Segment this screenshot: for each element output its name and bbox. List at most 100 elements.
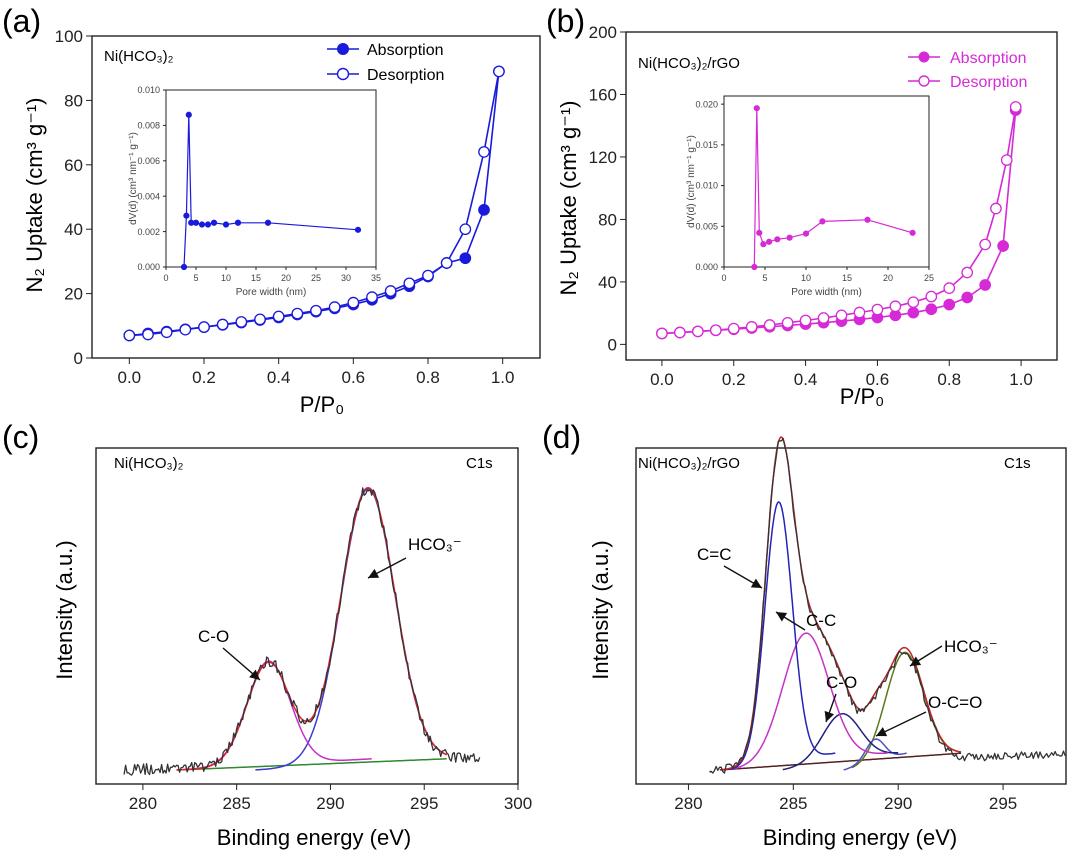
panel-b-absorption-point xyxy=(907,306,920,319)
panel-c-label: (c) xyxy=(2,419,39,455)
panel-a-inset-ytick-label: 0.006 xyxy=(137,156,160,166)
panel-b-inset-xtick-label: 20 xyxy=(883,273,893,283)
panel-b-legend: Absorption Desorption xyxy=(908,50,1027,91)
panel-a-desorption-point xyxy=(272,310,285,323)
panel-a-desorption-point xyxy=(198,321,210,333)
panel-d-annotation-c-c-double: C=C xyxy=(697,545,731,564)
panel-b-inset-xtick-label: 15 xyxy=(842,273,852,283)
panel-b-inset-point xyxy=(760,241,767,248)
panel-b-desorption-point xyxy=(691,325,704,338)
panel-d-annotation-c-c-double-arrow-head xyxy=(750,578,762,588)
panel-a-desorption-point xyxy=(328,301,341,313)
panel-d-label: (d) xyxy=(542,419,581,455)
panel-b-absorption-point xyxy=(925,303,938,316)
panel-b-desorption-point xyxy=(1009,101,1022,113)
panel-b-xtick-label: 0.0 xyxy=(650,370,674,389)
panel-a-label: (a) xyxy=(2,3,41,39)
panel-d-xtick-label: 285 xyxy=(779,794,807,813)
panel-a-desorption-point xyxy=(160,326,173,339)
panel-c-xlabel: Binding energy (eV) xyxy=(217,825,411,850)
panel-d-annotation-c-c: C-C xyxy=(806,611,836,630)
panel-d-annotation-c-c-arrow-head xyxy=(776,612,788,622)
panel-b-xtick-label: 0.8 xyxy=(937,370,961,389)
panel-a-inset-xtick-label: 0 xyxy=(163,273,168,283)
panel-a-inset: 0 5 10 15 20 25 30 35 0.000 0.002 0.004 0.006 0.008 0… xyxy=(128,85,381,298)
panel-b-inset-ytick-label: 0.000 xyxy=(695,262,718,272)
panel-a-inset-xtick-label: 35 xyxy=(371,273,381,283)
panel-c-curve-hco- xyxy=(255,488,448,771)
panel-b-inset-xtick-label: 5 xyxy=(762,273,767,283)
panel-d-frame xyxy=(635,447,1067,785)
panel-a-desorption-point xyxy=(310,304,322,317)
panel-b-inset-point xyxy=(751,263,758,271)
panel-b-inset-ylabel: dV(d) (cm³ nm⁻¹ g⁻¹) xyxy=(686,135,697,228)
panel-a-inset-point xyxy=(354,226,362,233)
panel-a-inset-point xyxy=(264,219,272,226)
panel-a-legend: Absorption Desorption xyxy=(327,42,444,84)
panel-d-curve-c-c xyxy=(730,501,836,771)
panel-a-inset-point xyxy=(198,221,206,228)
panel-b-desorption-point xyxy=(656,327,668,340)
panel-a-desorption-point xyxy=(235,316,248,328)
panel-a-desorption-point xyxy=(384,285,397,297)
panel-b-inset-point xyxy=(819,218,826,225)
panel-d-xtick-label: 280 xyxy=(674,794,702,813)
panel-a-ytick-label: 0 xyxy=(74,349,83,368)
panel-b-label: (b) xyxy=(546,3,585,39)
panel-a-inset-ytick-label: 0.008 xyxy=(137,121,160,131)
panel-a-inset-point xyxy=(210,219,218,226)
panel-a-inset-point xyxy=(192,219,200,226)
panel-a-inset-ytick-label: 0.004 xyxy=(137,191,160,201)
panel-c-corner-label: C1s xyxy=(466,455,493,472)
panel-d-corner-label: C1s xyxy=(1004,455,1031,472)
panel-b-desorption-point xyxy=(799,314,812,327)
panel-b-frame xyxy=(625,31,1058,361)
panel-b-xlabel: P/P₀ xyxy=(840,384,885,409)
panel-a-xtick-label: 0.4 xyxy=(267,368,291,387)
panel-b-inset-frame xyxy=(723,95,930,268)
panel-a-xtick-label: 0.8 xyxy=(416,368,440,387)
panel-a-inset-point xyxy=(185,111,192,118)
panel-a-desorption-point xyxy=(478,146,490,158)
panel-b-desorption-point xyxy=(979,238,992,251)
panel-b-desorption-point xyxy=(709,324,722,337)
panel-b-desorption-point xyxy=(943,282,956,295)
panel-a-xtick-label: 0.0 xyxy=(118,368,142,387)
panel-a-inset-point xyxy=(180,263,188,271)
panel-b-xtick-label: 1.0 xyxy=(1009,370,1033,389)
panel-a-inset-point xyxy=(222,221,230,228)
panel-b-absorption-point xyxy=(943,298,956,311)
panel-b-inset-xtick-label: 10 xyxy=(801,273,811,283)
panel-b-legend-absorption-marker xyxy=(918,51,930,63)
panel-a-inset-bg xyxy=(166,90,376,267)
panel-a-inset-xtick-label: 30 xyxy=(341,273,351,283)
panel-b-ytick-label: 160 xyxy=(589,85,617,104)
panel-b-desorption-point xyxy=(781,316,794,329)
panel-b-inset-ytick-label: 0.010 xyxy=(695,181,718,191)
panel-c-xtick-label: 290 xyxy=(316,794,344,813)
panel-b-desorption-point xyxy=(745,321,758,333)
panel-a-desorption-point xyxy=(142,328,154,341)
panel-a-frame xyxy=(91,35,541,359)
panel-d-curve-raw-data xyxy=(709,437,1066,774)
panel-a-legend-desorption: Desorption xyxy=(367,67,444,84)
panel-b-sample-label: Ni(HCO₃)₂/rGO xyxy=(638,55,740,72)
panel-b-inset-ytick-label: 0.020 xyxy=(695,99,718,109)
panel-d-plot: 280 285 290 295 C=C C-C C-O HCO₃⁻ O-C=O xyxy=(635,436,1067,813)
panel-d-curve-c-o xyxy=(782,713,899,771)
panel-c-xtick-label: 300 xyxy=(504,794,532,813)
panel-b-legend-absorption: Absorption xyxy=(950,50,1027,67)
panel-b-desorption-point xyxy=(727,322,740,335)
panel-d: (d) 280 285 290 295 C=C C-C C-O HCO₃⁻ O-C=O Ni(H… xyxy=(542,419,1067,850)
panel-a-desorption-point xyxy=(493,65,505,78)
panel-a-legend-absorption: Absorption xyxy=(367,42,444,59)
panel-b-ytick-label: 120 xyxy=(589,148,617,167)
panel-c: (c) 280 285 290 295 300 C-O HCO₃⁻ Ni(HCO₃)₂ C1… xyxy=(2,419,532,850)
panel-b-ytick-label: 0 xyxy=(608,335,617,354)
panel-a-desorption-point xyxy=(403,277,416,290)
panel-d-curve-c-c xyxy=(730,632,888,771)
panel-c-xtick-label: 295 xyxy=(410,794,438,813)
panel-b-desorption-point xyxy=(817,312,830,324)
panel-a-ytick-label: 100 xyxy=(55,27,83,46)
